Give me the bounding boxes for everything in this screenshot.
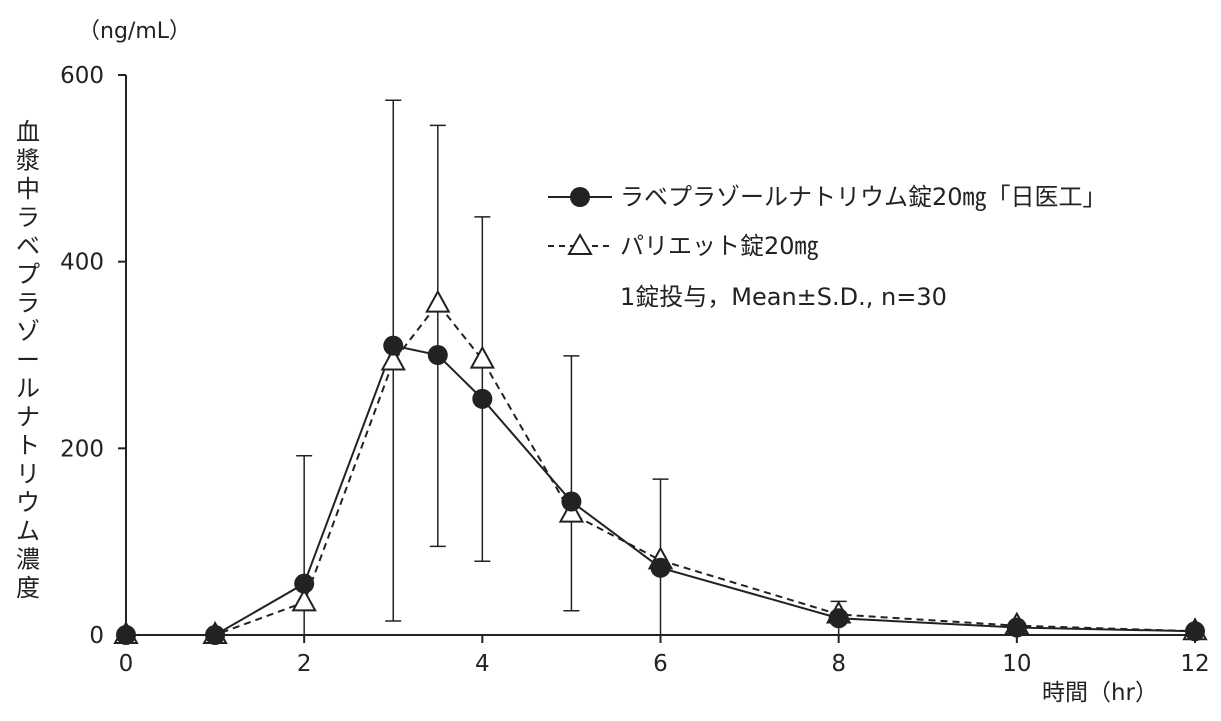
legend-note: 1錠投与，Mean±S.D., n=30: [620, 283, 947, 311]
data-point-series1: [828, 608, 849, 629]
data-point-series2: [291, 588, 317, 612]
y-axis-title-char: ラ: [16, 204, 40, 232]
y-axis-title-char: ー: [16, 346, 40, 374]
data-point-series2: [558, 499, 585, 523]
y-axis-title-char: 漿: [16, 147, 40, 175]
legend-marker-series2: [567, 233, 593, 255]
y-axis-title-char: ム: [16, 517, 40, 545]
data-point-series1: [116, 625, 136, 645]
y-unit-label: （ng/mL）: [78, 19, 191, 44]
y-tick-label: 0: [89, 623, 104, 649]
y-axis-title-char: ベ: [16, 232, 40, 260]
y-ticks: 0 200 400 600: [60, 63, 126, 649]
data-point-series2: [469, 345, 496, 369]
x-tick-label: 2: [297, 651, 312, 677]
y-axis-title-char: 度: [16, 574, 40, 602]
y-axis-title-char: 血: [16, 118, 40, 146]
x-tick-label: 0: [119, 651, 134, 677]
y-axis-title-char: プ: [16, 261, 40, 289]
y-axis-title-char: ト: [16, 432, 40, 460]
data-point-series1: [561, 491, 582, 512]
data-point-series1: [472, 388, 493, 409]
data-point-series2: [380, 347, 406, 371]
data-point-series1: [1006, 617, 1027, 638]
legend-marker-series1: [570, 187, 590, 207]
y-tick-label: 200: [60, 436, 104, 462]
x-tick-label: 10: [1002, 651, 1031, 677]
series-line-2: [126, 302, 1196, 636]
x-axis-title: 時間（hr）: [1042, 680, 1158, 706]
y-tick-label: 400: [60, 250, 104, 276]
x-ticks: 0 2 4 6 8 10 12: [119, 635, 1210, 677]
y-axis-title-char: ナ: [16, 403, 40, 431]
data-point-series2: [425, 289, 451, 313]
y-axis-title-char: 濃: [16, 546, 40, 574]
y-axis-title-char: ゾ: [16, 318, 40, 346]
y-axis-title-char: ル: [16, 375, 40, 403]
data-point-series1: [383, 335, 404, 356]
y-axis-title-char: リ: [16, 460, 40, 488]
y-axis-title-char: 中: [16, 175, 40, 203]
x-tick-label: 12: [1180, 651, 1209, 677]
y-axis-title-char: ウ: [16, 489, 40, 517]
data-point-series1: [1185, 621, 1205, 642]
x-tick-label: 4: [475, 651, 490, 677]
x-tick-label: 6: [653, 651, 668, 677]
legend-label-series1: ラベプラゾールナトリウム錠20㎎「日医工」: [620, 183, 1107, 212]
data-point-series1: [650, 557, 671, 578]
plot-area: [113, 99, 1208, 645]
data-point-series1: [205, 625, 226, 645]
legend-label-series2: パリエット錠20㎎: [620, 232, 819, 261]
y-axis-title-char: ラ: [16, 289, 40, 317]
x-tick-label: 8: [831, 651, 846, 677]
data-point-series1: [427, 345, 448, 365]
y-tick-label: 600: [60, 63, 104, 89]
data-point-series1: [294, 573, 315, 594]
legend: ラベプラゾールナトリウム錠20㎎「日医工」 パリエット錠20㎎ 1錠投与，Mea…: [548, 183, 1107, 311]
